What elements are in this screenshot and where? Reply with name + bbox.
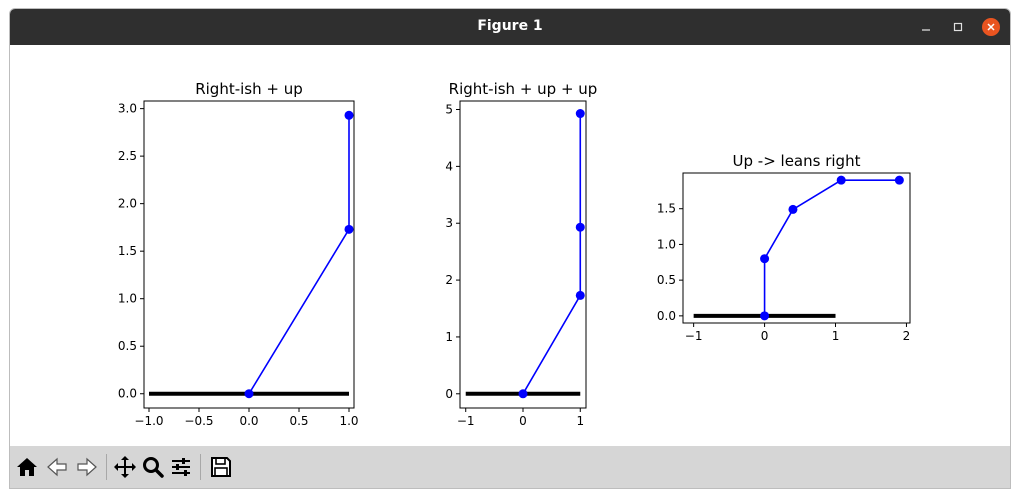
data-point — [760, 311, 770, 321]
x-tick-label: 1 — [832, 329, 840, 343]
x-tick-label: −1 — [685, 329, 703, 343]
minimize-icon — [922, 29, 930, 31]
configure-subplots-icon — [172, 458, 190, 476]
forward-button[interactable] — [74, 454, 100, 480]
y-tick-label: 1.0 — [657, 237, 676, 251]
x-tick-label: 0.5 — [289, 414, 308, 428]
series-line — [248, 115, 350, 395]
zoom-button[interactable] — [140, 454, 166, 480]
back-button[interactable] — [44, 454, 70, 480]
close-button[interactable] — [982, 18, 1000, 36]
y-tick-label: 4 — [445, 159, 453, 173]
forward-icon — [77, 457, 97, 477]
data-point — [788, 204, 798, 214]
chart-title: Right-ish + up — [195, 80, 303, 98]
maximize-icon — [953, 22, 963, 32]
y-tick-label: 0.5 — [657, 273, 676, 287]
navigation-toolbar — [10, 446, 1010, 488]
y-tick-label: 3 — [445, 216, 453, 230]
data-point — [575, 109, 585, 119]
data-point — [344, 110, 354, 120]
data-point — [244, 389, 254, 399]
y-tick-label: 0.0 — [118, 387, 137, 401]
figure-plots: Right-ish + up −1.0 −0.5 0.0 0.5 1.0 0.0 0.5 1.0… — [118, 80, 911, 428]
data-point — [518, 389, 528, 399]
series-line — [522, 113, 582, 395]
y-tick-label: 3.0 — [118, 102, 137, 116]
chart-title: Up -> leans right — [733, 152, 861, 170]
axes-frame — [143, 100, 355, 409]
y-tick-label: 0.0 — [657, 309, 676, 323]
data-point — [760, 254, 770, 264]
x-tick-label: 1 — [576, 414, 584, 428]
title-bar: Figure 1 — [10, 9, 1010, 45]
y-tick-label: 1.0 — [118, 292, 137, 306]
chart-title: Right-ish + up + up — [449, 80, 598, 98]
y-tick-label: 2.0 — [118, 197, 137, 211]
y-tick-label: 2.5 — [118, 149, 137, 163]
y-tick-label: 0.5 — [118, 339, 137, 353]
x-tick-label: 0 — [761, 329, 769, 343]
x-tick-label: 0 — [519, 414, 527, 428]
toolbar-separator — [106, 454, 107, 480]
close-icon — [987, 23, 995, 31]
x-tick-label: 2 — [903, 329, 911, 343]
save-icon — [211, 457, 231, 477]
x-tick-label: −1.0 — [134, 414, 163, 428]
axes-frame — [459, 100, 587, 409]
data-point — [575, 222, 585, 232]
series-line — [763, 179, 900, 316]
x-tick-label: −1 — [457, 414, 475, 428]
home-button[interactable] — [14, 454, 40, 480]
minimize-button[interactable] — [916, 17, 936, 37]
save-button[interactable] — [208, 454, 234, 480]
y-tick-label: 1.5 — [657, 202, 676, 216]
toolbar-separator — [200, 454, 201, 480]
y-tick-label: 0 — [445, 387, 453, 401]
home-icon — [17, 458, 37, 476]
pan-button[interactable] — [112, 454, 138, 480]
back-icon — [47, 457, 67, 477]
data-point — [836, 175, 846, 185]
x-tick-label: 1.0 — [339, 414, 358, 428]
y-tick-label: 1.5 — [118, 244, 137, 258]
maximize-button[interactable] — [948, 17, 968, 37]
data-point — [575, 290, 585, 300]
x-tick-label: 0.0 — [239, 414, 258, 428]
pan-icon — [114, 456, 136, 478]
x-tick-label: −0.5 — [184, 414, 213, 428]
configure-subplots-button[interactable] — [168, 454, 194, 480]
figure-canvas: Right-ish + up −1.0 −0.5 0.0 0.5 1.0 0.0 0.5 1.0… — [10, 45, 1010, 446]
axes-frame — [682, 172, 911, 324]
data-point — [344, 224, 354, 234]
y-tick-label: 1 — [445, 330, 453, 344]
window-title: Figure 1 — [477, 18, 543, 34]
data-point — [894, 175, 904, 185]
figure-window: Figure 1 Right-ish + up −1.0 −0.5 0.0 0.5 1.0… — [9, 8, 1011, 489]
zoom-icon — [143, 457, 164, 478]
y-tick-label: 5 — [445, 103, 453, 117]
y-tick-label: 2 — [445, 273, 453, 287]
